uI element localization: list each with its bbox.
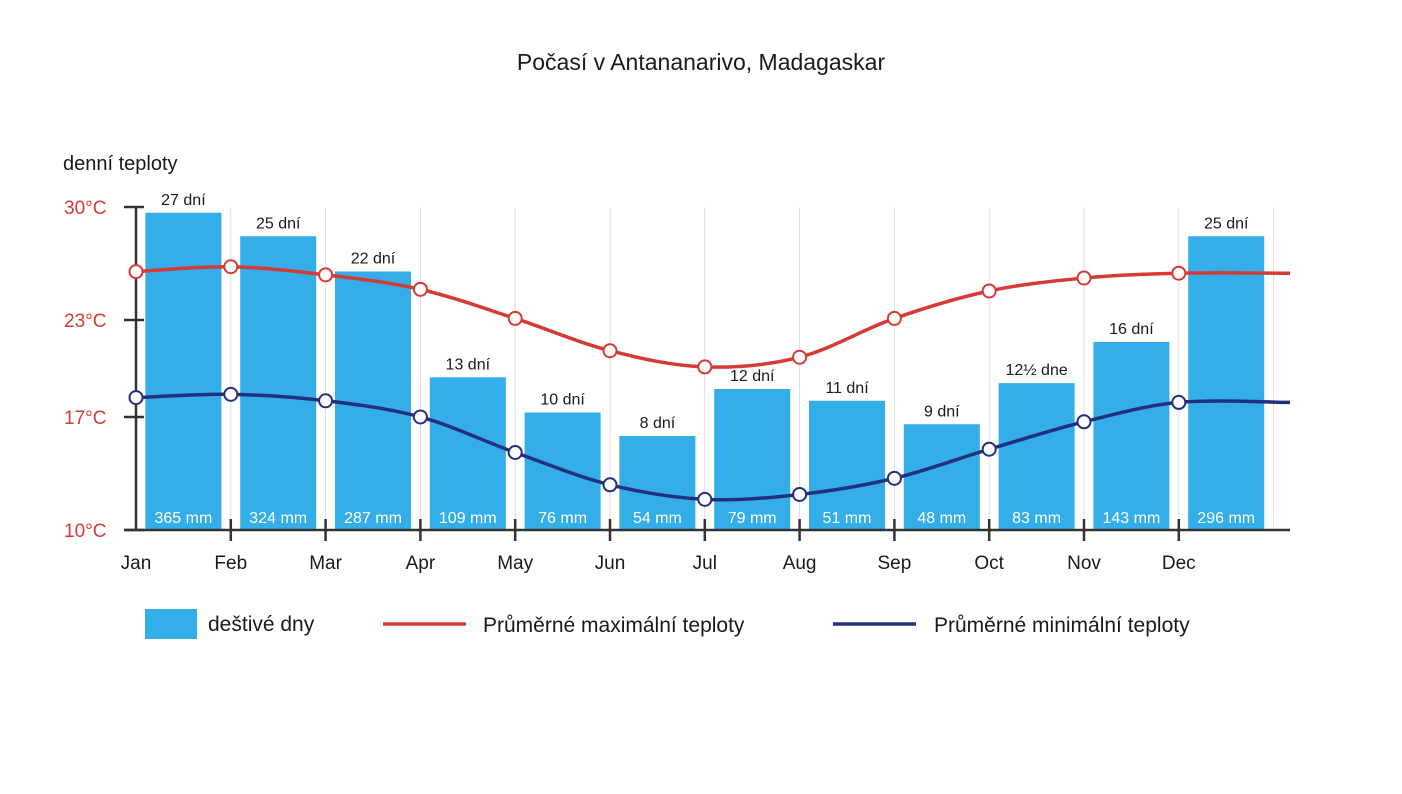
bar-label-rainfall: 365 mm bbox=[155, 510, 213, 527]
max-temp-point-jun bbox=[602, 343, 618, 359]
bar-label-rainfall: 54 mm bbox=[633, 510, 682, 527]
bar-label-days: 22 dní bbox=[351, 251, 396, 268]
y-tick-label: 23°C bbox=[64, 311, 106, 332]
x-tick-label: Jun bbox=[595, 553, 626, 574]
max-temp-point-apr bbox=[412, 281, 428, 297]
min-temp-point-aug bbox=[792, 486, 808, 502]
min-temp-point-mar bbox=[318, 393, 334, 409]
bar-rainy-days-jan bbox=[145, 212, 222, 530]
y-tick-label: 10°C bbox=[64, 521, 106, 542]
bar-label-days: 8 dní bbox=[640, 415, 676, 432]
bar-label-days: 10 dní bbox=[540, 392, 585, 409]
x-tick-label: Apr bbox=[406, 553, 436, 574]
bar-label-days: 12½ dne bbox=[1005, 362, 1067, 379]
bar-label-rainfall: 79 mm bbox=[728, 510, 777, 527]
bar-rainy-days-apr bbox=[429, 377, 506, 530]
min-temp-point-may bbox=[507, 444, 523, 460]
bar-label-rainfall: 296 mm bbox=[1197, 510, 1255, 527]
bar-label-rainfall: 51 mm bbox=[823, 510, 872, 527]
bar-rainy-days-oct bbox=[998, 383, 1075, 530]
max-temp-point-jan bbox=[128, 264, 144, 280]
chart-title: Počasí v Antananarivo, Madagaskar bbox=[517, 49, 886, 75]
bar-label-rainfall: 83 mm bbox=[1012, 510, 1061, 527]
min-temp-point-jul bbox=[697, 491, 713, 507]
min-temp-point-jun bbox=[602, 477, 618, 493]
bar-label-days: 16 dní bbox=[1109, 321, 1154, 338]
bar-label-days: 25 dní bbox=[1204, 215, 1249, 232]
max-temp-point-nov bbox=[1076, 270, 1092, 286]
legend-label-min-temp: Průměrné minimální teploty bbox=[934, 614, 1190, 637]
max-temp-point-feb bbox=[223, 259, 239, 275]
min-temp-point-sep bbox=[886, 470, 902, 486]
legend: deštivé dny Průměrné maximální teploty Prů… bbox=[145, 609, 1190, 639]
bar-rainy-days-jul bbox=[714, 389, 791, 530]
x-tick-label: May bbox=[497, 553, 533, 574]
max-temp-point-may bbox=[507, 310, 523, 326]
min-temp-point-feb bbox=[223, 386, 239, 402]
bar-label-rainfall: 109 mm bbox=[439, 510, 497, 527]
max-temp-point-oct bbox=[981, 283, 997, 299]
x-tick-label: Jan bbox=[121, 553, 152, 574]
max-temp-point-aug bbox=[792, 349, 808, 365]
x-tick-label: Jul bbox=[693, 553, 717, 574]
legend-swatch-rainy-days bbox=[145, 609, 197, 639]
x-tick-label: Dec bbox=[1162, 553, 1196, 574]
bar-rainy-days-nov bbox=[1093, 342, 1170, 530]
bar-label-days: 11 dní bbox=[825, 380, 869, 397]
bar-label-rainfall: 76 mm bbox=[538, 510, 587, 527]
x-tick-label: Sep bbox=[877, 553, 911, 574]
lines bbox=[128, 259, 1291, 507]
x-tick-label: Oct bbox=[974, 553, 1004, 574]
min-temp-point-oct bbox=[981, 441, 997, 457]
bar-label-days: 9 dní bbox=[924, 403, 960, 420]
bar-rainy-days-dec bbox=[1188, 236, 1265, 530]
min-temp-point-nov bbox=[1076, 414, 1092, 430]
x-tick-label: Feb bbox=[214, 553, 247, 574]
min-temp-point-dec bbox=[1171, 394, 1187, 410]
legend-label-max-temp: Průměrné maximální teploty bbox=[483, 614, 745, 637]
x-tick-label: Aug bbox=[783, 553, 817, 574]
bar-label-rainfall: 143 mm bbox=[1103, 510, 1161, 527]
max-temp-point-mar bbox=[318, 267, 334, 283]
y-axis-label: denní teploty bbox=[63, 153, 178, 175]
bar-label-rainfall: 287 mm bbox=[344, 510, 402, 527]
max-temp-point-sep bbox=[886, 310, 902, 326]
bar-label-rainfall: 324 mm bbox=[249, 510, 307, 527]
min-temp-point-apr bbox=[412, 409, 428, 425]
y-tick-label: 30°C bbox=[64, 198, 106, 219]
legend-label-rainy-days: deštivé dny bbox=[208, 613, 315, 636]
bar-rainy-days-jun bbox=[619, 436, 696, 530]
bar-label-days: 27 dní bbox=[161, 192, 206, 209]
bar-rainy-days-sep bbox=[903, 424, 980, 530]
bar-label-days: 25 dní bbox=[256, 215, 301, 232]
max-temp-point-jul bbox=[697, 359, 713, 375]
x-tick-label: Nov bbox=[1067, 553, 1101, 574]
axes: 30°C 23°C 17°C 10°C Jan Feb Mar Apr May Jun Jul Aug… bbox=[64, 198, 1290, 574]
bar-rainy-days-feb bbox=[240, 236, 317, 530]
min-temp-point-jan bbox=[128, 390, 144, 406]
max-temp-point-dec bbox=[1171, 265, 1187, 281]
bar-label-rainfall: 48 mm bbox=[917, 510, 966, 527]
bar-label-days: 12 dní bbox=[730, 368, 775, 385]
x-tick-label: Mar bbox=[309, 553, 342, 574]
labels: 27 dní 365 mm 25 dní 324 mm 22 dní 287 mm 13 d… bbox=[155, 192, 1256, 527]
bar-label-days: 13 dní bbox=[446, 356, 491, 373]
bar-rainy-days-mar bbox=[335, 271, 411, 530]
bar-rainy-days-aug bbox=[809, 400, 885, 530]
y-tick-label: 17°C bbox=[64, 408, 106, 429]
bars bbox=[145, 212, 1265, 530]
